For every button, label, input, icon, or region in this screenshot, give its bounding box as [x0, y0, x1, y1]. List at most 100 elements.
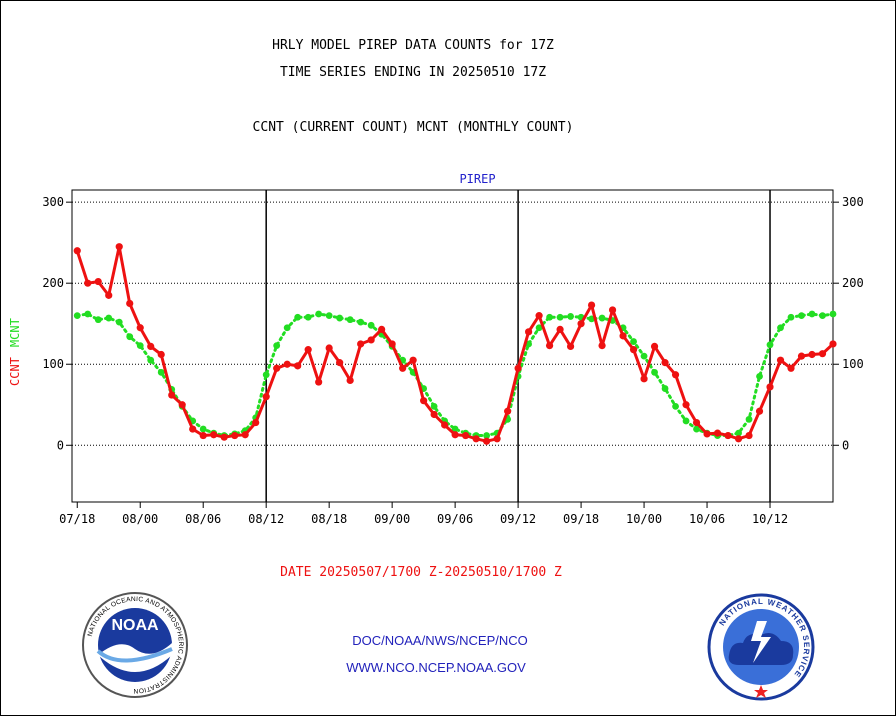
mcnt-point [745, 415, 753, 423]
ccnt-point [73, 247, 81, 255]
series-legend-text: CCNT (CURRENT COUNT) MCNT (MONTHLY COUNT… [252, 120, 574, 135]
ccnt-point [493, 435, 501, 443]
ccnt-point [608, 306, 617, 314]
mcnt-point [766, 341, 774, 349]
ccnt-point [451, 431, 459, 439]
y-axis-label: CCNT MCNT [8, 318, 22, 386]
y-tick-label-left: 200 [42, 276, 64, 290]
ccnt-point [587, 301, 596, 309]
ccnt-point [629, 346, 638, 354]
chart-subtitle-pirep: PIREP [459, 172, 495, 186]
x-tick-label: 08/06 [185, 512, 221, 526]
ccnt-point [535, 312, 543, 320]
ccnt-point [189, 425, 197, 433]
ccnt-point [115, 243, 123, 251]
y-tick-label-left: 300 [42, 195, 64, 209]
org-label: DOC/NOAA/NWS/NCEP/NCO [352, 633, 528, 648]
y-tick-label-right: 300 [842, 195, 864, 209]
mcnt-point [315, 310, 323, 318]
x-tick-label: 08/00 [122, 512, 158, 526]
x-tick-label: 10/00 [626, 512, 662, 526]
mcnt-point [294, 313, 302, 321]
ccnt-point [545, 341, 554, 350]
ccnt-point [514, 364, 522, 372]
ccnt-point [504, 407, 512, 415]
ccnt-point [661, 359, 669, 367]
mcnt-point [777, 324, 784, 332]
mcnt-point [199, 425, 207, 433]
mcnt-point [630, 338, 637, 345]
x-tick-label: 09/12 [500, 512, 536, 526]
mcnt-point [829, 310, 837, 318]
ccnt-point [325, 344, 333, 352]
mcnt-point [787, 313, 795, 321]
ccnt-point [315, 378, 323, 386]
mcnt-point [756, 372, 763, 380]
ccnt-point [619, 332, 627, 340]
ccnt-point [231, 431, 239, 440]
mcnt-point [157, 368, 165, 376]
mcnt-point [651, 368, 658, 376]
mcnt-point [346, 316, 354, 324]
ccnt-point [346, 376, 354, 385]
ccnt-point [671, 371, 680, 379]
mcnt-point [115, 318, 123, 326]
nws-logo: NATIONAL WEATHER SERVICE [707, 593, 815, 701]
ccnt-point [430, 410, 438, 419]
ccnt-point [556, 325, 564, 333]
y-tick-label-right: 200 [842, 276, 864, 290]
mcnt-point [535, 324, 543, 332]
ccnt-point [283, 360, 291, 368]
x-tick-label: 09/18 [563, 512, 599, 526]
chart-title-line1: HRLY MODEL PIREP DATA COUNTS for 17Z [272, 38, 554, 53]
mcnt-point [105, 314, 113, 322]
mcnt-point [73, 312, 81, 320]
ccnt-point [94, 277, 102, 286]
mcnt-point [136, 342, 144, 349]
ccnt-point [336, 359, 344, 367]
ccnt-point [273, 364, 281, 372]
ccnt-point [755, 407, 764, 415]
ccnt-point [525, 328, 533, 336]
x-tick-label: 09/00 [374, 512, 410, 526]
mcnt-point [567, 313, 574, 320]
ccnt-point [409, 356, 417, 364]
mcnt-point [808, 310, 816, 318]
mcnt-point [672, 402, 679, 410]
ccnt-point [808, 350, 816, 359]
website-link[interactable]: WWW.NCO.NCEP.NOAA.GOV [346, 660, 526, 675]
ccnt-point [566, 342, 575, 351]
axis-layer [66, 189, 839, 508]
ccnt-point [441, 421, 449, 429]
mcnt-point [735, 429, 742, 437]
chart-title-line2: TIME SERIES ENDING IN 20250510 17Z [279, 65, 547, 80]
mcnt-point [84, 310, 92, 318]
ccnt-point [147, 342, 155, 351]
mcnt-point [304, 313, 312, 321]
ccnt-point [304, 346, 312, 354]
ccnt-point [829, 340, 837, 348]
ccnt-point [105, 291, 113, 299]
ccnt-point [84, 279, 92, 287]
ccnt-point [713, 429, 722, 437]
mcnt-point [451, 425, 459, 433]
noaa-logo: NOAA NATIONAL OCEANIC AND ATMOSPHERIC AD… [82, 592, 188, 698]
ccnt-point [399, 364, 407, 372]
ccnt-point [378, 325, 386, 333]
ccnt-point [220, 433, 228, 441]
y-tick-label-right: 0 [842, 438, 849, 452]
ccnt-point [157, 350, 165, 359]
mcnt-point [325, 312, 333, 320]
ccnt-point [734, 435, 743, 443]
mcnt-point [798, 312, 805, 320]
ccnt-point [703, 430, 711, 438]
ccnt-point [210, 431, 218, 439]
mcnt-point [640, 352, 648, 360]
mcnt-point [546, 313, 553, 321]
ccnt-point [577, 320, 585, 328]
x-tick-label: 10/06 [689, 512, 725, 526]
pirep-chart: 0 0 100 100 200 200 300 300 07/18 08/00 08/06 08/12… [8, 172, 864, 526]
ccnt-series-line [75, 245, 835, 443]
x-tick-label: 10/12 [752, 512, 788, 526]
plot-frame [71, 189, 834, 503]
